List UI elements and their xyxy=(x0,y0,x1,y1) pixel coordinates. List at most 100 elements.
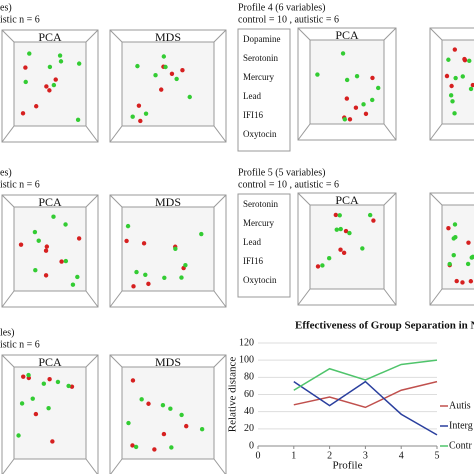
profile-title: Profile 4 (6 variables) xyxy=(238,2,325,13)
point xyxy=(168,406,173,411)
x-tick-label: 2 xyxy=(327,450,332,461)
point xyxy=(47,64,53,70)
point xyxy=(347,230,352,236)
plot-box xyxy=(1,194,99,308)
box-edge xyxy=(109,194,123,208)
point xyxy=(347,117,353,122)
point xyxy=(161,54,167,59)
box-edge xyxy=(109,354,123,368)
box-edge xyxy=(85,458,98,474)
point xyxy=(16,433,21,438)
y-axis-label: Relative distance xyxy=(227,357,239,433)
variable: Dopamine xyxy=(243,34,281,44)
box-edge xyxy=(1,290,15,308)
plot-box xyxy=(429,192,474,306)
point xyxy=(57,53,63,58)
box-edge xyxy=(213,29,227,43)
point xyxy=(199,231,204,237)
variable: Oxytocin xyxy=(243,275,277,285)
plot-box-inner xyxy=(441,39,474,125)
point xyxy=(143,272,148,277)
point xyxy=(143,111,149,116)
legend-label: Autis xyxy=(449,400,471,411)
point xyxy=(370,97,375,103)
point xyxy=(160,402,166,408)
plot-label: PCA xyxy=(335,28,359,42)
point xyxy=(353,105,359,110)
point xyxy=(315,72,320,77)
point xyxy=(136,103,142,108)
point xyxy=(43,273,49,278)
box-edge xyxy=(297,123,311,141)
panel-title: istic n = 6 xyxy=(0,14,40,25)
point xyxy=(367,212,373,218)
legend-label: Interg xyxy=(449,420,473,431)
y-tick-label: 0 xyxy=(249,440,254,451)
plot-label: MDS xyxy=(155,30,181,44)
point xyxy=(466,240,471,245)
point xyxy=(180,68,185,73)
x-tick-label: 0 xyxy=(256,450,261,461)
variable: IFI16 xyxy=(243,256,263,266)
point xyxy=(44,244,50,249)
point xyxy=(47,376,52,382)
box-edge xyxy=(1,29,15,43)
point xyxy=(44,84,49,89)
point xyxy=(444,73,450,79)
point xyxy=(460,280,465,285)
point xyxy=(452,222,458,227)
point xyxy=(47,88,52,93)
point xyxy=(33,411,39,417)
point xyxy=(161,431,167,437)
point xyxy=(320,263,325,268)
point xyxy=(470,254,474,260)
point xyxy=(70,282,76,287)
point xyxy=(30,396,35,401)
point xyxy=(173,246,178,251)
y-tick-label: 60 xyxy=(244,389,254,400)
point xyxy=(43,248,49,253)
point xyxy=(50,439,55,444)
point xyxy=(338,247,343,252)
panel-title: istic n = 6 xyxy=(0,179,40,190)
point xyxy=(446,57,451,62)
point xyxy=(371,218,376,223)
point xyxy=(169,445,174,450)
point xyxy=(51,214,56,219)
point xyxy=(46,405,51,411)
point xyxy=(363,111,369,117)
panel-title: es) xyxy=(0,167,12,178)
plot-label: PCA xyxy=(335,193,359,207)
point xyxy=(135,63,140,69)
point xyxy=(315,264,321,269)
y-tick-label: 100 xyxy=(239,354,254,365)
box-edge xyxy=(85,194,99,208)
variable: Lead xyxy=(243,237,261,247)
point xyxy=(334,227,339,232)
point xyxy=(51,82,57,88)
panel-title: les) xyxy=(0,327,14,338)
point xyxy=(452,111,457,116)
point xyxy=(169,71,175,76)
box-edge xyxy=(383,123,397,141)
plot-box xyxy=(109,354,227,474)
point xyxy=(26,372,31,378)
plot-label: PCA xyxy=(38,30,62,44)
point xyxy=(36,238,41,243)
point xyxy=(19,401,25,406)
x-tick-label: 1 xyxy=(291,450,296,461)
x-tick-label: 3 xyxy=(363,450,368,461)
variable: Serotonin xyxy=(243,199,278,209)
plot-box-inner xyxy=(121,41,215,127)
point xyxy=(449,83,454,89)
point xyxy=(53,77,58,82)
plot-box-inner xyxy=(309,204,385,290)
point xyxy=(462,57,468,63)
point xyxy=(470,82,474,88)
point xyxy=(23,65,28,70)
series-line xyxy=(293,359,438,391)
point xyxy=(33,267,38,273)
point xyxy=(76,236,82,241)
point xyxy=(63,258,69,264)
